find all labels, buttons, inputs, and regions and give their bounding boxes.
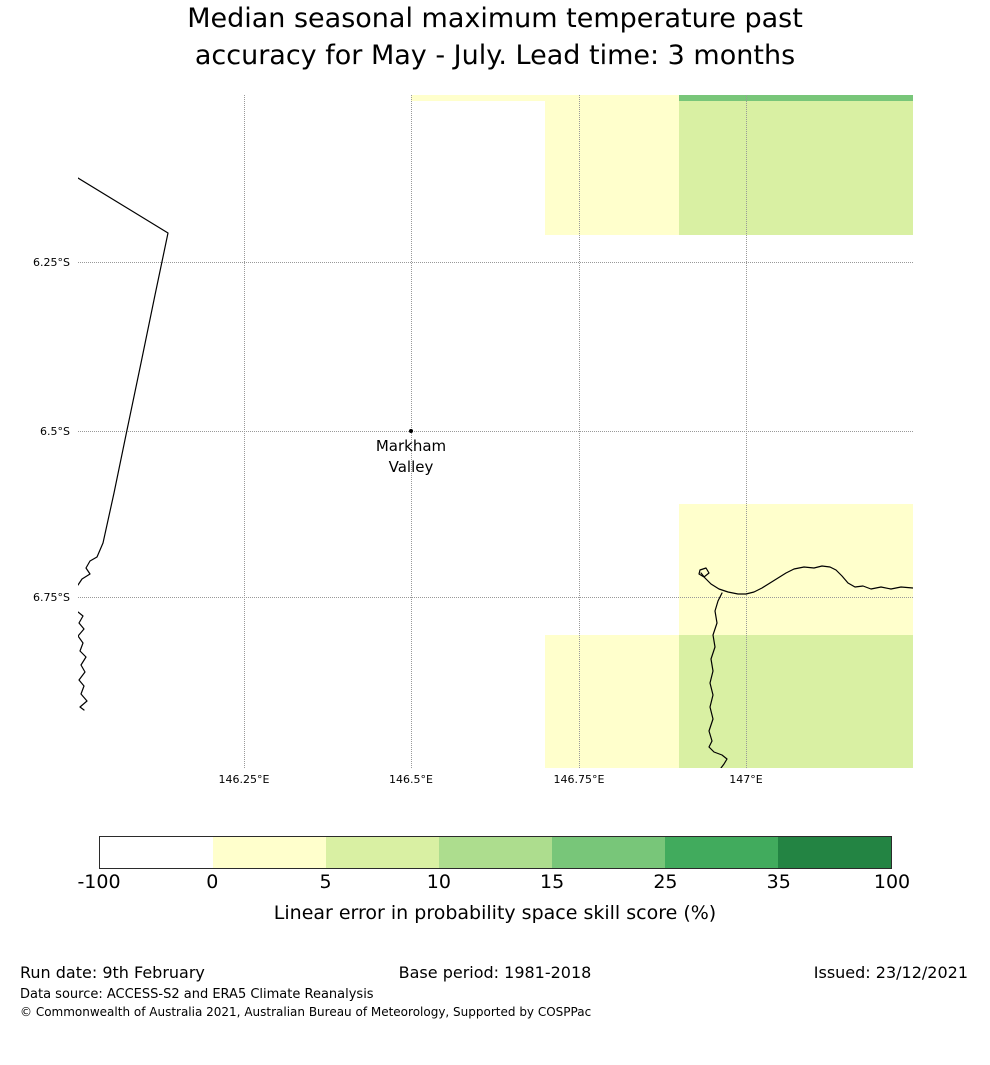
gridline-lat-6-75s bbox=[78, 597, 913, 598]
colorbar-segment bbox=[778, 837, 891, 868]
colorbar-tick-label: 0 bbox=[206, 871, 219, 893]
gridline-lat-6-5s bbox=[78, 431, 913, 432]
colorbar bbox=[99, 836, 892, 869]
map-plot: Markham Valley bbox=[78, 95, 913, 768]
map-cell bbox=[545, 635, 679, 768]
run-date-text: Run date: 9th February bbox=[20, 963, 205, 982]
colorbar-segment bbox=[665, 837, 778, 868]
lat-tick-6-75s: 6.75°S bbox=[33, 591, 70, 604]
coastline-northwest bbox=[78, 177, 169, 586]
figure-title-line2: accuracy for May - July. Lead time: 3 mo… bbox=[194, 40, 796, 71]
coastline-southwest bbox=[78, 611, 88, 711]
lat-tick-6-5s: 6.5°S bbox=[40, 425, 70, 438]
copyright-text: © Commonwealth of Australia 2021, Austra… bbox=[20, 1005, 592, 1019]
map-cell bbox=[679, 95, 913, 101]
data-source-text: Data source: ACCESS-S2 and ERA5 Climate … bbox=[20, 987, 374, 1002]
colorbar-tick-label: 15 bbox=[540, 871, 565, 893]
base-period-text: Base period: 1981-2018 bbox=[398, 963, 592, 982]
colorbar-tick-label: 100 bbox=[873, 871, 911, 893]
markham-valley-label: Markham Valley bbox=[341, 436, 481, 478]
map-cell bbox=[679, 101, 913, 235]
colorbar-segment bbox=[100, 837, 213, 868]
colorbar-tick-row: -100 0 5 10 15 25 35 100 bbox=[77, 871, 910, 897]
colorbar-tick-label: 5 bbox=[319, 871, 332, 893]
lat-tick-6-25s: 6.25°S bbox=[33, 256, 70, 269]
colorbar-tick-label: 35 bbox=[766, 871, 791, 893]
lon-tick-147e: 147°E bbox=[729, 773, 763, 786]
map-cell bbox=[411, 95, 545, 101]
markham-valley-label-line2: Valley bbox=[388, 458, 434, 476]
coastline-layer bbox=[78, 177, 913, 768]
colorbar-segment bbox=[326, 837, 439, 868]
markham-valley-label-line1: Markham bbox=[375, 437, 447, 455]
lon-tick-146-75e: 146.75°E bbox=[553, 773, 605, 786]
colorbar-tick-label: -100 bbox=[77, 871, 121, 893]
coastline-river-east bbox=[700, 565, 913, 595]
map-cell bbox=[545, 95, 679, 235]
colorbar-tick-label: 10 bbox=[426, 871, 451, 893]
figure-title-line1: Median seasonal maximum temperature past bbox=[187, 3, 803, 34]
colorbar-segment bbox=[552, 837, 665, 868]
markham-valley-marker bbox=[409, 429, 413, 433]
colorbar-segments bbox=[100, 837, 891, 868]
map-cell bbox=[679, 504, 913, 635]
map-cells-layer bbox=[78, 95, 913, 768]
lon-tick-146-25e: 146.25°E bbox=[218, 773, 270, 786]
colorbar-segment bbox=[213, 837, 326, 868]
river-south bbox=[708, 592, 728, 768]
coastline-knot bbox=[698, 567, 710, 578]
issued-text: Issued: 23/12/2021 bbox=[813, 963, 968, 982]
map-cell bbox=[679, 635, 913, 768]
gridline-lat-6-25s bbox=[78, 262, 913, 263]
lon-tick-146-5e: 146.5°E bbox=[389, 773, 433, 786]
figure-title: Median seasonal maximum temperature past… bbox=[0, 0, 990, 74]
colorbar-tick-label: 25 bbox=[653, 871, 678, 893]
colorbar-segment bbox=[439, 837, 552, 868]
colorbar-label: Linear error in probability space skill … bbox=[273, 902, 717, 924]
